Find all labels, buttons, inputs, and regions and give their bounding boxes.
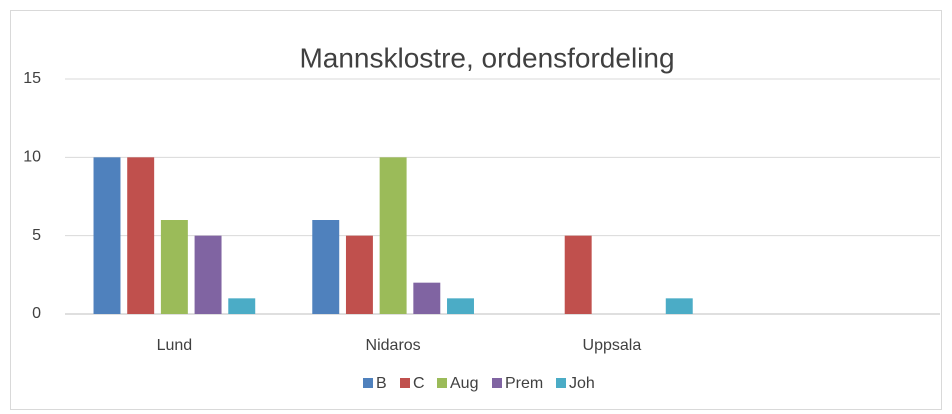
bar — [93, 157, 121, 314]
legend-swatch — [492, 378, 502, 388]
x-tick-label: Nidaros — [366, 337, 421, 354]
legend-label: Joh — [569, 375, 595, 392]
legend-swatch — [363, 378, 373, 388]
bar — [345, 235, 373, 314]
y-tick-label: 15 — [23, 70, 41, 87]
bar — [194, 235, 222, 314]
legend-swatch — [400, 378, 410, 388]
chart-frame — [10, 10, 942, 410]
y-tick-label: 5 — [32, 227, 41, 244]
chart-title: Mannsklostre, ordensfordeling — [299, 42, 674, 73]
legend-label: Aug — [450, 375, 478, 392]
bar — [447, 298, 474, 314]
bar — [564, 235, 592, 314]
bar — [665, 298, 693, 314]
legend-label: C — [413, 375, 425, 392]
bar — [127, 157, 155, 314]
legend-swatch — [556, 378, 566, 388]
y-tick-label: 10 — [23, 149, 41, 166]
legend-swatch — [437, 378, 447, 388]
legend-label: B — [376, 375, 387, 392]
bar — [228, 298, 256, 314]
bar — [379, 157, 407, 314]
legend-label: Prem — [505, 375, 543, 392]
x-tick-label: Lund — [157, 337, 193, 354]
bar — [413, 282, 441, 314]
bar — [312, 220, 340, 314]
x-tick-label: Uppsala — [583, 337, 642, 354]
bar — [160, 220, 188, 314]
y-tick-label: 0 — [32, 305, 41, 322]
